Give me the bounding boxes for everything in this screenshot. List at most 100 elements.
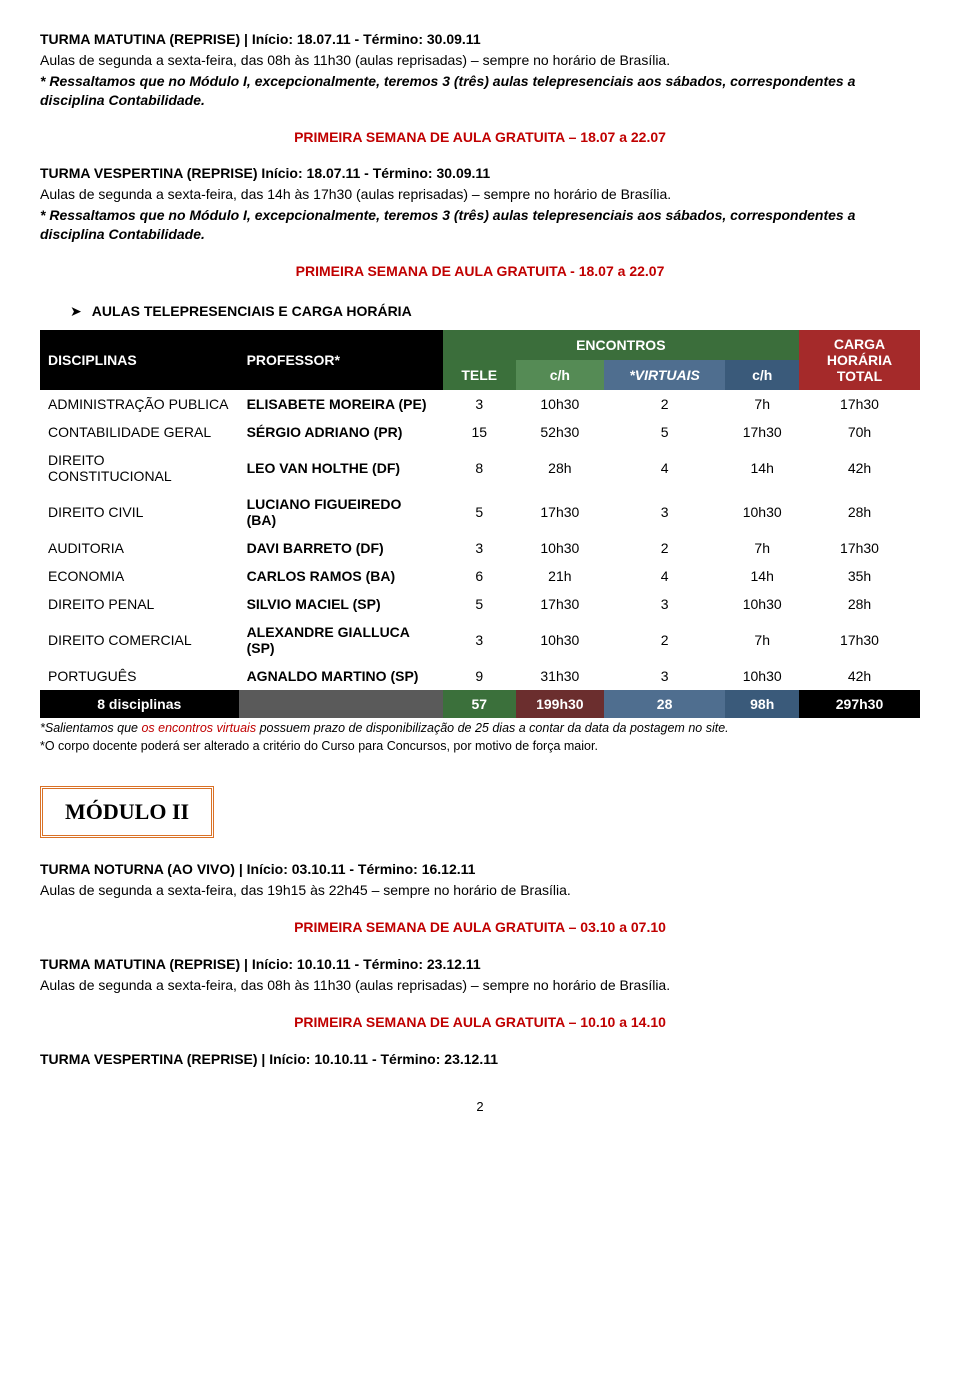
cell-ch1: 31h30 <box>516 662 604 690</box>
cell-virt: 3 <box>604 590 726 618</box>
cell-prof: ELISABETE MOREIRA (PE) <box>239 390 443 418</box>
total-virt: 28 <box>604 690 726 718</box>
cell-prof: SÉRGIO ADRIANO (PR) <box>239 418 443 446</box>
cell-total: 17h30 <box>799 618 920 662</box>
cell-tele: 15 <box>443 418 516 446</box>
cell-total: 17h30 <box>799 534 920 562</box>
cell-disc: CONTABILIDADE GERAL <box>40 418 239 446</box>
th-prof: PROFESSOR* <box>239 330 443 390</box>
cell-prof: ALEXANDRE GIALLUCA (SP) <box>239 618 443 662</box>
table-row: AUDITORIADAVI BARRETO (DF)310h3027h17h30 <box>40 534 920 562</box>
table-row: DIREITO PENALSILVIO MACIEL (SP)517h30310… <box>40 590 920 618</box>
total-blank <box>239 690 443 718</box>
cell-disc: ADMINISTRAÇÃO PUBLICA <box>40 390 239 418</box>
cell-ch2: 10h30 <box>725 590 799 618</box>
cell-ch1: 10h30 <box>516 618 604 662</box>
cell-disc: DIREITO PENAL <box>40 590 239 618</box>
cell-tele: 6 <box>443 562 516 590</box>
cell-ch2: 14h <box>725 562 799 590</box>
cell-virt: 3 <box>604 490 726 534</box>
table-row: DIREITO CIVILLUCIANO FIGUEIREDO (BA)517h… <box>40 490 920 534</box>
section-bullet: ➤ AULAS TELEPRESENCIAIS E CARGA HORÁRIA <box>70 303 920 320</box>
table-row: DIREITO COMERCIALALEXANDRE GIALLUCA (SP)… <box>40 618 920 662</box>
cell-ch2: 7h <box>725 534 799 562</box>
cell-ch1: 17h30 <box>516 490 604 534</box>
cell-virt: 4 <box>604 446 726 490</box>
cell-total: 28h <box>799 490 920 534</box>
cell-ch1: 28h <box>516 446 604 490</box>
cell-tele: 3 <box>443 618 516 662</box>
cell-ch1: 21h <box>516 562 604 590</box>
cell-ch2: 7h <box>725 390 799 418</box>
cell-tele: 5 <box>443 590 516 618</box>
cell-ch1: 10h30 <box>516 534 604 562</box>
cell-ch1: 17h30 <box>516 590 604 618</box>
cell-disc: PORTUGUÊS <box>40 662 239 690</box>
footnote-1: *Salientamos que os encontros virtuais p… <box>40 720 920 736</box>
cell-virt: 3 <box>604 662 726 690</box>
table-row: PORTUGUÊSAGNALDO MARTINO (SP)931h30310h3… <box>40 662 920 690</box>
page-number: 2 <box>40 1099 920 1114</box>
turma2-primeira: PRIMEIRA SEMANA DE AULA GRATUITA - 18.07… <box>40 262 920 281</box>
cell-tele: 8 <box>443 446 516 490</box>
cell-prof: SILVIO MACIEL (SP) <box>239 590 443 618</box>
table-row: ADMINISTRAÇÃO PUBLICAELISABETE MOREIRA (… <box>40 390 920 418</box>
total-tele: 57 <box>443 690 516 718</box>
modulo-box: MÓDULO II <box>40 786 214 838</box>
th-virt: *VIRTUAIS <box>604 360 726 390</box>
cell-tele: 5 <box>443 490 516 534</box>
turma4-title: TURMA MATUTINA (REPRISE) | Início: 10.10… <box>40 955 920 974</box>
cell-total: 28h <box>799 590 920 618</box>
th-tele: TELE <box>443 360 516 390</box>
cell-virt: 2 <box>604 618 726 662</box>
turma3-primeira: PRIMEIRA SEMANA DE AULA GRATUITA – 03.10… <box>40 918 920 937</box>
cell-total: 35h <box>799 562 920 590</box>
cell-tele: 3 <box>443 534 516 562</box>
bullet-label: AULAS TELEPRESENCIAIS E CARGA HORÁRIA <box>92 303 412 319</box>
th-disc: DISCIPLINAS <box>40 330 239 390</box>
cell-total: 70h <box>799 418 920 446</box>
cell-disc: DIREITO CIVIL <box>40 490 239 534</box>
cell-disc: AUDITORIA <box>40 534 239 562</box>
cell-ch2: 14h <box>725 446 799 490</box>
total-disc: 8 disciplinas <box>40 690 239 718</box>
cell-total: 42h <box>799 446 920 490</box>
cell-prof: LEO VAN HOLTHE (DF) <box>239 446 443 490</box>
cell-ch2: 7h <box>725 618 799 662</box>
cell-disc: DIREITO COMERCIAL <box>40 618 239 662</box>
cell-prof: DAVI BARRETO (DF) <box>239 534 443 562</box>
turma2-note: * Ressaltamos que no Módulo I, excepcion… <box>40 206 920 244</box>
table-row: DIREITO CONSTITUCIONALLEO VAN HOLTHE (DF… <box>40 446 920 490</box>
cell-virt: 2 <box>604 390 726 418</box>
turma4-desc: Aulas de segunda a sexta-feira, das 08h … <box>40 976 920 995</box>
table-row: CONTABILIDADE GERALSÉRGIO ADRIANO (PR)15… <box>40 418 920 446</box>
cell-total: 17h30 <box>799 390 920 418</box>
turma3-title: TURMA NOTURNA (AO VIVO) | Início: 03.10.… <box>40 860 920 879</box>
turma2-desc: Aulas de segunda a sexta-feira, das 14h … <box>40 185 920 204</box>
turma5-title: TURMA VESPERTINA (REPRISE) | Início: 10.… <box>40 1050 920 1069</box>
cell-tele: 9 <box>443 662 516 690</box>
table-row: ECONOMIACARLOS RAMOS (BA)621h414h35h <box>40 562 920 590</box>
cell-virt: 2 <box>604 534 726 562</box>
arrow-icon: ➤ <box>70 303 82 320</box>
th-ch1: c/h <box>516 360 604 390</box>
cell-virt: 4 <box>604 562 726 590</box>
th-carga: CARGA HORÁRIA TOTAL <box>799 330 920 390</box>
total-total: 297h30 <box>799 690 920 718</box>
total-ch2: 98h <box>725 690 799 718</box>
carga-table: DISCIPLINAS PROFESSOR* ENCONTROS CARGA H… <box>40 330 920 718</box>
table-totals: 8 disciplinas57199h302898h297h30 <box>40 690 920 718</box>
cell-ch1: 10h30 <box>516 390 604 418</box>
footnote-2: *O corpo docente poderá ser alterado a c… <box>40 738 920 754</box>
cell-disc: DIREITO CONSTITUCIONAL <box>40 446 239 490</box>
th-ch2: c/h <box>725 360 799 390</box>
cell-ch1: 52h30 <box>516 418 604 446</box>
turma1-title: TURMA MATUTINA (REPRISE) | Início: 18.07… <box>40 30 920 49</box>
cell-ch2: 10h30 <box>725 662 799 690</box>
turma2-title: TURMA VESPERTINA (REPRISE) Início: 18.07… <box>40 164 920 183</box>
cell-virt: 5 <box>604 418 726 446</box>
cell-ch2: 10h30 <box>725 490 799 534</box>
cell-prof: CARLOS RAMOS (BA) <box>239 562 443 590</box>
cell-total: 42h <box>799 662 920 690</box>
cell-tele: 3 <box>443 390 516 418</box>
